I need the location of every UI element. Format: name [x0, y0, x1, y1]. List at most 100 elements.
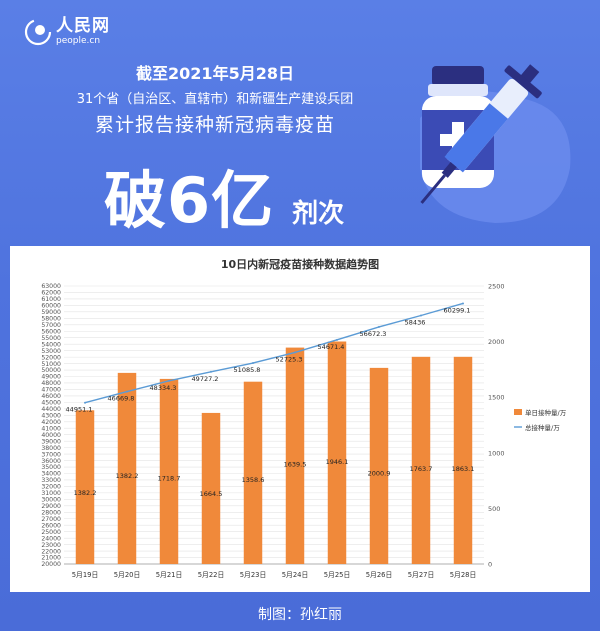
- left-tick-label: 61000: [41, 296, 61, 303]
- line-point: [84, 401, 86, 404]
- left-tick-label: 37000: [41, 451, 61, 458]
- line-data-label: 46669.8: [108, 395, 135, 403]
- left-tick-label: 27000: [41, 516, 61, 523]
- left-tick-label: 54000: [41, 341, 61, 348]
- line-data-label: 51085.8: [234, 366, 261, 374]
- legend-bar-label: 单日接种量/万: [525, 408, 567, 417]
- x-tick-label: 5月27日: [408, 571, 435, 579]
- right-tick-label: 1000: [488, 449, 505, 457]
- left-tick-label: 39000: [41, 438, 61, 445]
- line-data-label: 56672.3: [360, 330, 387, 338]
- x-tick-label: 5月22日: [198, 571, 225, 579]
- x-tick-label: 5月20日: [114, 571, 141, 579]
- bar: [117, 372, 137, 564]
- line-point: [378, 325, 380, 328]
- left-tick-label: 44000: [41, 406, 61, 413]
- left-tick-label: 29000: [41, 503, 61, 510]
- line-point: [168, 379, 170, 382]
- line-point: [336, 338, 338, 341]
- legend-bar-swatch: [514, 409, 522, 415]
- line-data-label: 58436: [405, 319, 426, 327]
- bar: [285, 347, 305, 564]
- left-tick-label: 46000: [41, 393, 61, 400]
- x-tick-label: 5月26日: [366, 571, 393, 579]
- left-tick-label: 53000: [41, 348, 61, 355]
- left-tick-label: 50000: [41, 367, 61, 374]
- left-tick-label: 24000: [41, 535, 61, 542]
- left-tick-label: 40000: [41, 432, 61, 439]
- line-data-label: 60299.1: [444, 306, 471, 314]
- bar: [159, 378, 179, 564]
- left-tick-label: 59000: [41, 309, 61, 316]
- logo-domain: people.cn: [56, 36, 101, 46]
- line-data-label: 49727.2: [192, 375, 219, 383]
- headline-main: 累计报告接种新冠病毒疫苗: [94, 114, 335, 136]
- right-tick-label: 0: [488, 561, 492, 569]
- line-point: [462, 302, 464, 305]
- bar-data-label: 1763.7: [410, 465, 433, 473]
- x-tick-label: 5月24日: [282, 571, 309, 579]
- line-point: [252, 362, 254, 365]
- left-tick-label: 23000: [41, 542, 61, 549]
- logo-text: 人民网: [56, 16, 110, 36]
- line-point: [294, 351, 296, 354]
- logo: 人民网 people.cn: [24, 18, 110, 46]
- left-tick-label: 58000: [41, 316, 61, 323]
- headline-subtitle: 31个省（自治区、直辖市）和新疆生产建设兵团: [76, 92, 354, 107]
- left-tick-label: 55000: [41, 335, 61, 342]
- left-tick-label: 26000: [41, 522, 61, 529]
- bar-data-label: 1863.1: [452, 465, 475, 473]
- left-tick-label: 56000: [41, 328, 61, 335]
- left-tick-label: 31000: [41, 490, 61, 497]
- left-tick-label: 43000: [41, 413, 61, 420]
- left-tick-label: 52000: [41, 354, 61, 361]
- headline-big: 破6亿 剂次: [104, 150, 344, 240]
- left-tick-label: 28000: [41, 509, 61, 516]
- left-tick-label: 22000: [41, 548, 61, 555]
- bar: [327, 341, 347, 564]
- total-line: [84, 302, 464, 404]
- line-point: [210, 370, 212, 373]
- right-tick-label: 2000: [488, 338, 505, 346]
- line-data-label: 54671.4: [318, 343, 345, 351]
- left-tick-label: 35000: [41, 464, 61, 471]
- bar-data-label: 1382.2: [116, 472, 139, 480]
- people-logo-icon: [24, 18, 52, 46]
- bar: [243, 381, 263, 564]
- left-tick-label: 62000: [41, 290, 61, 297]
- left-tick-label: 34000: [41, 471, 61, 478]
- left-tick-label: 63000: [41, 283, 61, 290]
- bar: [453, 356, 473, 564]
- credit-line: 制图：孙红丽: [258, 607, 342, 623]
- x-tick-label: 5月19日: [72, 571, 99, 579]
- left-tick-label: 41000: [41, 425, 61, 432]
- syringe-icon: [420, 64, 542, 204]
- bar-data-label: 1946.1: [326, 458, 349, 466]
- line-point: [126, 390, 128, 393]
- bar: [201, 412, 221, 564]
- left-tick-label: 48000: [41, 380, 61, 387]
- right-tick-label: 1500: [488, 394, 505, 402]
- left-tick-label: 45000: [41, 400, 61, 407]
- big-unit: 剂次: [292, 199, 345, 229]
- left-tick-label: 33000: [41, 477, 61, 484]
- chart-card: 10日内新冠疫苗接种数据趋势图 20000 21000 22000 23000 24000…: [10, 246, 590, 592]
- x-tick-label: 5月28日: [450, 571, 477, 579]
- left-tick-label: 32000: [41, 484, 61, 491]
- left-tick-label: 38000: [41, 445, 61, 452]
- chart-title: 10日内新冠疫苗接种数据趋势图: [221, 257, 379, 271]
- left-tick-label: 36000: [41, 458, 61, 465]
- vaccine-illustration-icon: [420, 64, 571, 223]
- left-tick-label: 57000: [41, 322, 61, 329]
- right-tick-label: 2500: [488, 283, 505, 291]
- line-data-label: 44951.1: [66, 406, 93, 414]
- x-tick-label: 5月25日: [324, 571, 351, 579]
- bar-data-label: 1639.5: [284, 461, 307, 469]
- left-tick-label: 47000: [41, 387, 61, 394]
- left-tick-label: 21000: [41, 555, 61, 562]
- bar: [369, 367, 389, 564]
- chart: 10日内新冠疫苗接种数据趋势图2000021000220002300024000…: [41, 257, 567, 579]
- left-tick-label: 42000: [41, 419, 61, 426]
- big-number: 破6亿: [104, 164, 275, 237]
- left-tick-label: 20000: [41, 561, 61, 568]
